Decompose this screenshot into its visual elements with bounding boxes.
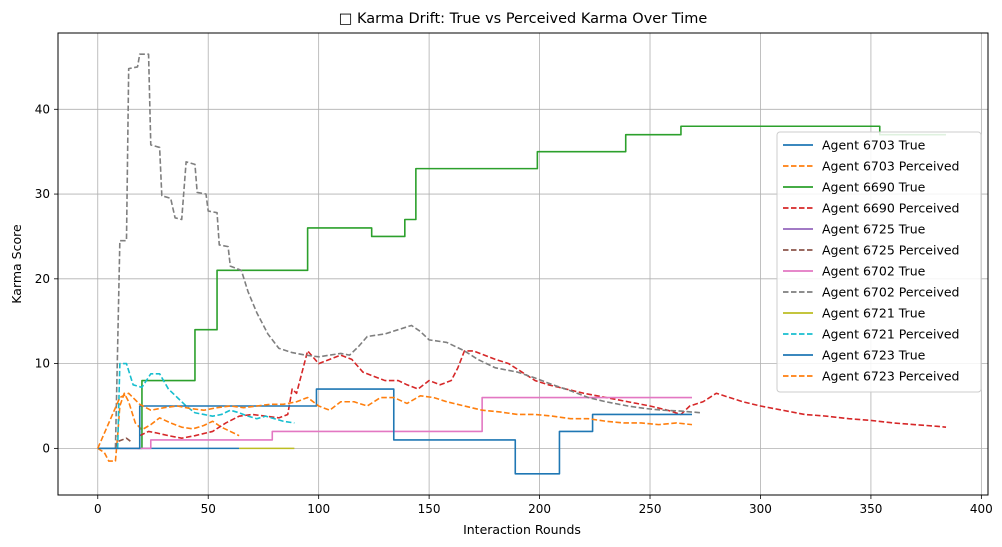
x-tick-label: 0	[94, 502, 102, 516]
legend-entry: Agent 6702 True	[822, 264, 926, 279]
legend-entry: Agent 6725 True	[822, 222, 926, 237]
legend-entry: Agent 6721 Perceived	[822, 327, 959, 342]
legend-entry: Agent 6702 Perceived	[822, 285, 959, 300]
x-tick-label: 100	[307, 502, 330, 516]
legend-entry: Agent 6690 True	[822, 180, 926, 195]
x-tick-label: 50	[201, 502, 216, 516]
y-tick-label: 20	[35, 272, 50, 286]
x-tick-label: 300	[749, 502, 772, 516]
legend-entry: Agent 6721 True	[822, 306, 926, 321]
x-tick-label: 150	[418, 502, 441, 516]
series-line-agent-6690-true	[139, 125, 947, 450]
legend-entry: Agent 6703 Perceived	[822, 159, 959, 174]
legend-entry: Agent 6723 Perceived	[822, 369, 959, 384]
series-line-agent-6723-perceived	[97, 392, 693, 449]
y-tick-label: 0	[42, 441, 50, 455]
legend-entry: Agent 6690 Perceived	[822, 201, 959, 216]
series-line-agent-6723-true	[97, 388, 692, 475]
y-tick-label: 30	[35, 187, 50, 201]
y-axis-label: Karma Score	[9, 224, 24, 304]
y-tick-label: 40	[35, 102, 50, 116]
legend-entry: Agent 6703 True	[822, 138, 926, 153]
x-axis-label: Interaction Rounds	[463, 522, 581, 537]
x-tick-label: 350	[859, 502, 882, 516]
series-line-agent-6702-true	[119, 396, 692, 450]
legend-entry: Agent 6725 Perceived	[822, 243, 959, 258]
legend-entry: Agent 6723 True	[822, 348, 926, 363]
chart-title: □ Karma Drift: True vs Perceived Karma O…	[339, 11, 708, 27]
legend-box	[776, 131, 982, 393]
legend: Agent 6703 True Agent 6703 Perceived Agent…	[776, 131, 982, 393]
series-line-agent-6703-perceived	[97, 392, 240, 462]
x-tick-label: 400	[970, 502, 993, 516]
series-lines	[97, 53, 947, 475]
x-tick-label: 250	[639, 502, 662, 516]
x-tick-label: 200	[528, 502, 551, 516]
series-line-agent-6702-perceived	[114, 53, 701, 449]
y-tick-label: 10	[35, 357, 50, 371]
axis-ticks: 0 50 100 150 200 250 300 350 400 0 10 20 30 40	[35, 102, 993, 516]
series-line-agent-6725-perceived	[114, 437, 132, 449]
plot-frame	[57, 32, 989, 496]
